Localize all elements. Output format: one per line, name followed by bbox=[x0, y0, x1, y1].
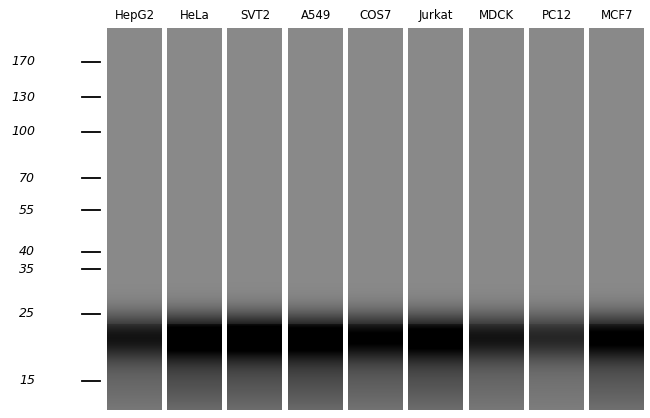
Text: Jurkat: Jurkat bbox=[419, 9, 454, 22]
Text: HepG2: HepG2 bbox=[114, 9, 155, 22]
Text: PC12: PC12 bbox=[542, 9, 572, 22]
Text: 55: 55 bbox=[19, 204, 35, 217]
Text: COS7: COS7 bbox=[360, 9, 392, 22]
Text: 40: 40 bbox=[19, 245, 35, 258]
Text: 130: 130 bbox=[11, 91, 35, 104]
Text: 25: 25 bbox=[19, 307, 35, 320]
Text: 170: 170 bbox=[11, 55, 35, 69]
Text: 35: 35 bbox=[19, 263, 35, 276]
Text: HeLa: HeLa bbox=[180, 9, 210, 22]
Text: MDCK: MDCK bbox=[479, 9, 514, 22]
Text: 15: 15 bbox=[19, 374, 35, 387]
Text: A549: A549 bbox=[300, 9, 331, 22]
Text: MCF7: MCF7 bbox=[601, 9, 634, 22]
Text: SVT2: SVT2 bbox=[240, 9, 270, 22]
Text: 70: 70 bbox=[19, 172, 35, 185]
Text: 100: 100 bbox=[11, 125, 35, 138]
